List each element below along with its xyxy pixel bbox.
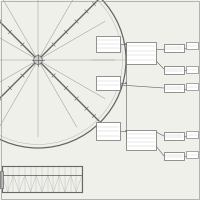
Bar [126,130,156,150]
Bar [186,151,198,158]
Bar [0,171,3,188]
Bar [186,66,198,73]
Bar [164,66,184,74]
Bar [96,36,120,52]
Circle shape [34,56,42,64]
Bar [186,83,198,90]
Bar [164,132,184,140]
Bar [96,76,120,90]
Bar [96,122,120,140]
Bar [186,42,198,49]
Bar [186,131,198,138]
Bar [126,42,156,64]
Circle shape [125,43,127,45]
Bar [164,152,184,160]
Circle shape [125,130,127,132]
Bar [164,84,184,92]
Circle shape [125,82,127,84]
Bar [164,44,184,52]
